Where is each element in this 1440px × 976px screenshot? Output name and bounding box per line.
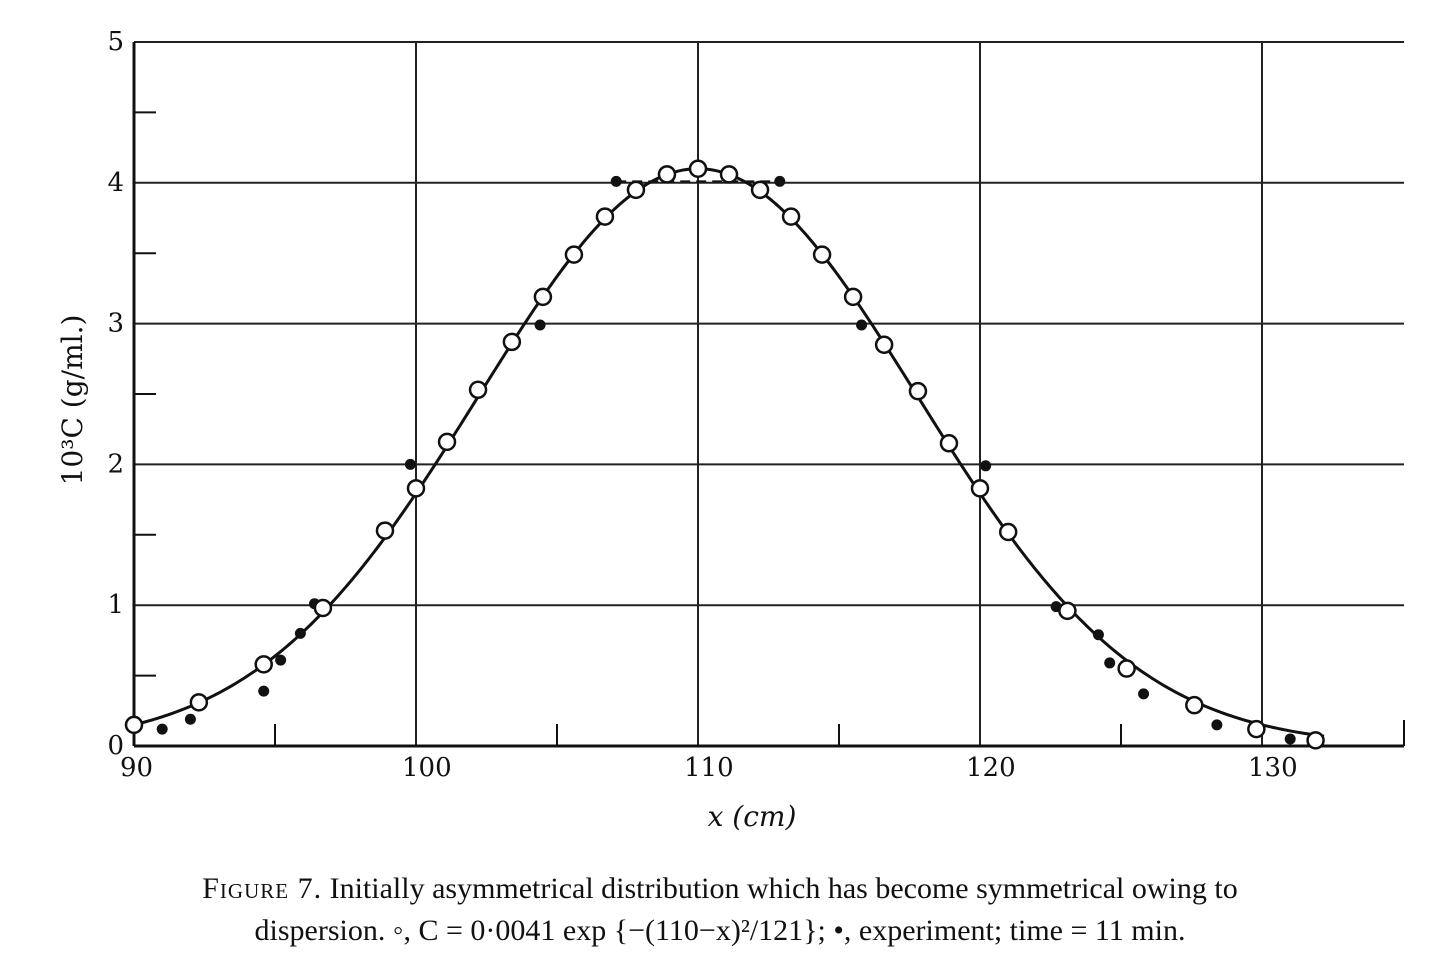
plot-frame	[132, 42, 1405, 748]
experiment-point	[1138, 688, 1150, 700]
x-tick-labels: 90 100 110 120 130	[120, 753, 1298, 783]
experiment-point	[275, 654, 287, 666]
calculated-point	[375, 521, 395, 540]
experiment-point	[1092, 629, 1104, 641]
calculated-point	[688, 159, 708, 178]
grid	[133, 41, 1404, 747]
figure-caption: Figure 7. Initially asymmetrical distrib…	[0, 868, 1440, 952]
x-axis-label: x (cm)	[708, 800, 797, 833]
experiment-point	[258, 685, 270, 697]
experiment-point	[156, 723, 168, 735]
calculated-point	[1306, 731, 1325, 750]
y-tick-label: 4	[107, 168, 124, 198]
calculated-point	[313, 598, 333, 618]
experiment-point	[534, 319, 546, 331]
figure-number: Figure 7.	[202, 872, 323, 905]
calculated-point	[843, 287, 863, 307]
x-tick-label: 100	[402, 753, 452, 783]
calculated-point	[595, 207, 615, 226]
calculated-point	[812, 245, 832, 264]
y-axis-label: 10³C (g/ml.)	[56, 315, 89, 486]
caption-line-2: dispersion. ◦, C = 0·0041 exp {−(110−x)²…	[254, 914, 1186, 947]
experiment-point	[1104, 657, 1116, 669]
experiment-point	[184, 713, 196, 725]
calculated-point	[468, 380, 488, 400]
calculated-point	[124, 715, 144, 735]
calculated-point	[406, 479, 426, 498]
y-tick-labels: 0 1 2 3 4 5	[107, 27, 124, 761]
calculated-point	[502, 332, 522, 352]
y-tick-label: 5	[107, 27, 124, 57]
experiment-point	[774, 175, 786, 187]
experiment-points	[156, 175, 1296, 745]
chart: 90 100 110 120 130 0 1 2 3 4 5 x (cm) 10³C (g/ml.…	[56, 27, 1405, 833]
calculated-point	[998, 522, 1018, 542]
calculated-point	[1247, 719, 1266, 739]
calculated-point	[1185, 695, 1204, 715]
x-tick-label: 90	[120, 753, 153, 783]
caption-text-1: Initially asymmetrical distribution whic…	[329, 872, 1238, 905]
caption-line-1: Figure 7. Initially asymmetrical distrib…	[0, 868, 1440, 910]
calculated-point	[970, 479, 990, 498]
experiment-point	[980, 460, 992, 472]
minor-ticks	[134, 111, 1122, 746]
x-tick-label: 110	[684, 753, 734, 783]
calculated-point	[750, 180, 770, 200]
calculated-point	[781, 207, 801, 226]
x-tick-label: 130	[1248, 753, 1298, 783]
experiment-point	[610, 175, 622, 187]
calculated-point	[533, 287, 553, 307]
calculated-point	[1058, 601, 1077, 621]
experiment-point	[294, 627, 306, 639]
y-tick-label: 1	[107, 590, 124, 620]
calculated-point	[189, 693, 209, 712]
x-tick-label: 120	[966, 753, 1016, 783]
experiment-point	[404, 458, 416, 470]
calculated-point	[626, 180, 646, 200]
calculated-point	[254, 655, 273, 674]
calculated-points	[124, 159, 1325, 750]
calculated-point	[719, 165, 739, 184]
fitted-curve	[133, 167, 1325, 738]
experiment-point	[856, 319, 868, 331]
calculated-point	[657, 165, 677, 184]
calculated-point	[874, 335, 894, 354]
calculated-point	[437, 432, 457, 452]
experiment-point	[1211, 719, 1223, 731]
experiment-point	[1284, 733, 1296, 745]
y-tick-label: 2	[107, 449, 124, 479]
y-tick-label: 0	[107, 731, 124, 761]
calculated-point	[564, 245, 584, 264]
calculated-point	[1117, 659, 1136, 678]
calculated-point	[939, 434, 959, 453]
y-tick-label: 3	[107, 309, 124, 339]
calculated-point	[908, 381, 928, 401]
